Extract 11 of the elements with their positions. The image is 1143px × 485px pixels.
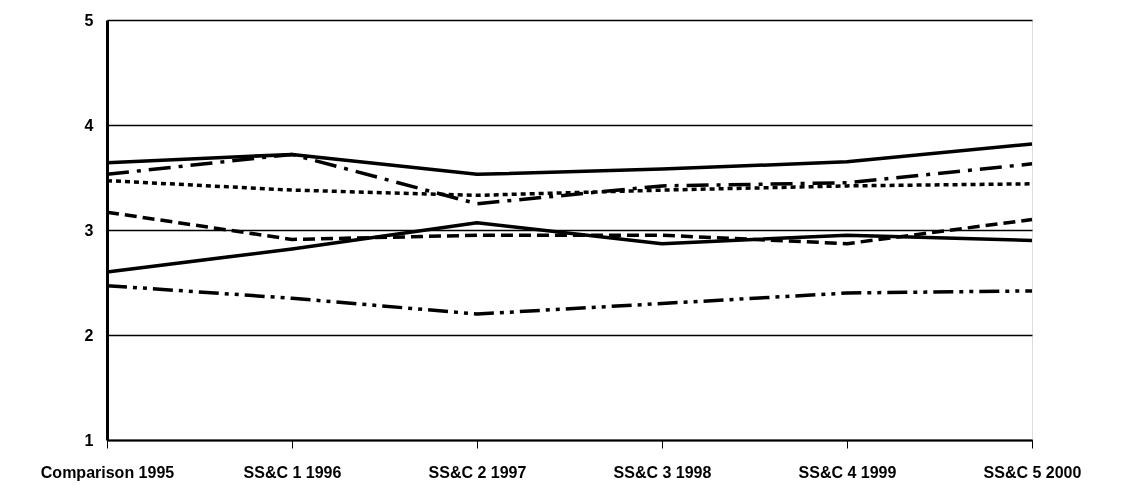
- y-tick-label: 5: [84, 11, 94, 29]
- x-tick-label: Comparison 1995: [40, 463, 175, 481]
- x-tick-label: SS&C 4 1999: [798, 463, 897, 481]
- x-tick-label: SS&C 3 1998: [613, 463, 712, 481]
- x-tick-label: SS&C 2 1997: [428, 463, 527, 481]
- y-tick-label: 4: [84, 116, 94, 134]
- x-tick-label: SS&C 5 2000: [983, 463, 1082, 481]
- y-tick-label: 1: [84, 431, 94, 449]
- y-tick-label: 3: [84, 221, 94, 239]
- y-tick-label: 2: [84, 326, 94, 344]
- x-tick-label: SS&C 1 1996: [243, 463, 342, 481]
